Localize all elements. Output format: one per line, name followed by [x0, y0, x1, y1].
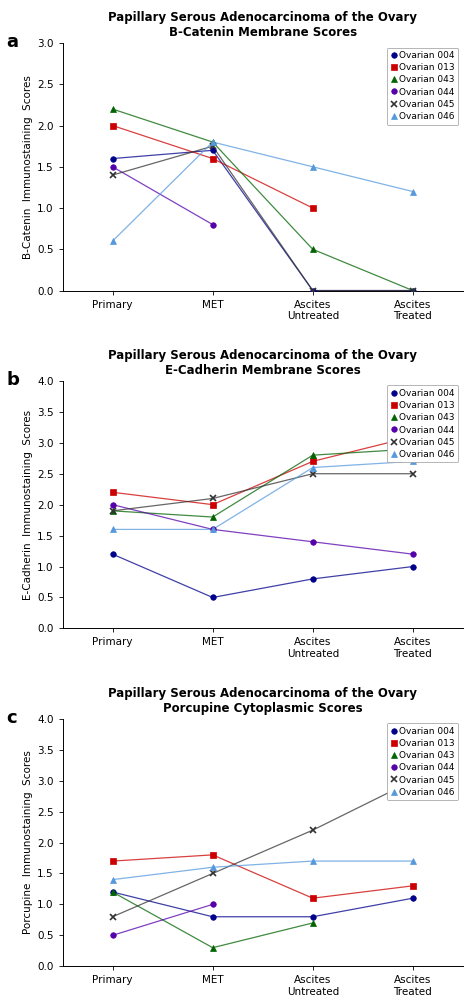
Text: c: c [7, 709, 17, 727]
Y-axis label: B-Catenin  Immunostaining  Scores: B-Catenin Immunostaining Scores [23, 75, 33, 259]
Legend: Ovarian 004, Ovarian 013, Ovarian 043, Ovarian 044, Ovarian 045, Ovarian 046: Ovarian 004, Ovarian 013, Ovarian 043, O… [386, 724, 458, 800]
Y-axis label: Porcupine  Immunostaining  Scores: Porcupine Immunostaining Scores [23, 751, 33, 934]
Legend: Ovarian 004, Ovarian 013, Ovarian 043, Ovarian 044, Ovarian 045, Ovarian 046: Ovarian 004, Ovarian 013, Ovarian 043, O… [386, 47, 458, 125]
Title: Papillary Serous Adenocarcinoma of the Ovary
Porcupine Cytoplasmic Scores: Papillary Serous Adenocarcinoma of the O… [108, 686, 417, 715]
Y-axis label: E-Cadherin  Immunostaining  Scores: E-Cadherin Immunostaining Scores [23, 409, 33, 600]
Legend: Ovarian 004, Ovarian 013, Ovarian 043, Ovarian 044, Ovarian 045, Ovarian 046: Ovarian 004, Ovarian 013, Ovarian 043, O… [386, 385, 458, 463]
Title: Papillary Serous Adenocarcinoma of the Ovary
B-Catenin Membrane Scores: Papillary Serous Adenocarcinoma of the O… [108, 11, 417, 39]
Text: b: b [7, 371, 19, 389]
Title: Papillary Serous Adenocarcinoma of the Ovary
E-Cadherin Membrane Scores: Papillary Serous Adenocarcinoma of the O… [108, 349, 417, 377]
Text: a: a [7, 33, 18, 51]
